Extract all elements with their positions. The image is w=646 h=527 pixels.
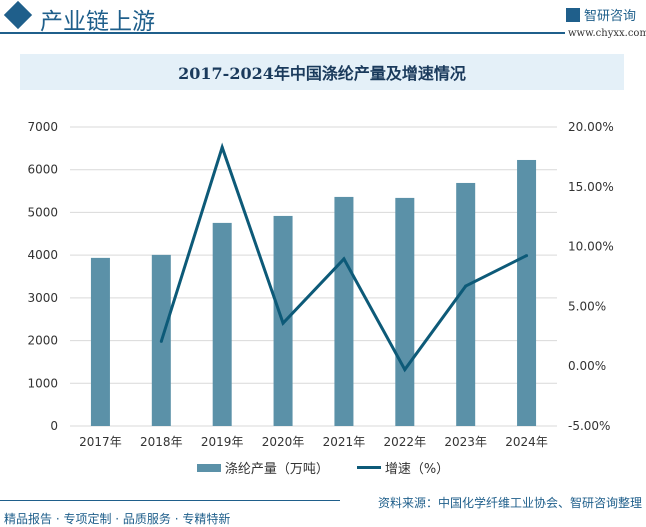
x-tick-label: 2024年 [505,435,548,449]
section-title: 产业链上游 [40,9,155,35]
left-tick-label: 1000 [27,376,58,390]
legend-line-swatch [356,466,381,469]
right-tick-label: 20.00% [568,120,614,134]
bar [517,159,537,426]
source-note: 资料来源：中国化学纤维工业协会、智研咨询整理 [377,496,642,510]
right-tick-label: 5.00% [568,299,606,313]
logo-icon [566,7,580,22]
chart-title: 2017-2024年中国涤纶产量及增速情况 [178,64,466,83]
chart-title-bar: 2017-2024年中国涤纶产量及增速情况 [20,54,624,90]
line-point [403,368,407,372]
legend-item-production: 涤纶产量（万吨） [196,458,329,477]
x-tick-label: 2018年 [140,435,183,449]
line-point [525,254,529,258]
legend-item-growth: 增速（%） [356,458,450,477]
left-tick-label: 4000 [27,248,58,262]
website: www.chyxx.com [568,28,646,39]
left-tick-label: 3000 [27,291,58,305]
bar [334,196,354,426]
left-tick-label: 0 [50,419,58,433]
line-point [159,339,163,343]
line-point [464,284,468,288]
header-divider [0,32,565,34]
x-tick-label: 2017年 [79,435,122,449]
legend-label: 增速（%） [384,462,450,477]
bar [456,182,476,426]
logo-text: 智研咨询 [584,9,637,24]
brand-logo: 智研咨询 [566,5,636,24]
right-tick-label: 0.00% [568,359,606,373]
legend-bar-swatch [196,463,221,472]
left-tick-label: 7000 [27,120,58,134]
right-tick-label: -5.00% [568,419,610,433]
left-tick-label: 5000 [27,205,58,219]
slogan: 精品报告 · 专项定制 · 品质服务 · 专精特新 [4,512,231,526]
x-tick-label: 2021年 [323,435,366,449]
left-tick-label: 2000 [27,334,58,348]
bar [212,222,232,426]
x-tick-label: 2022年 [384,435,427,449]
bar [395,197,415,426]
line-point [281,321,285,325]
footer-divider [0,500,340,501]
legend-label: 涤纶产量（万吨） [224,462,329,477]
right-tick-label: 15.00% [568,180,614,194]
left-tick-label: 6000 [27,163,58,177]
legend: 涤纶产量（万吨） 增速（%） [0,458,646,477]
bar [90,257,110,426]
x-tick-label: 2023年 [444,435,487,449]
right-tick-label: 10.00% [568,240,614,254]
line-point [220,145,224,149]
line-point [342,257,346,261]
x-tick-label: 2019年 [201,435,244,449]
x-tick-label: 2020年 [262,435,305,449]
